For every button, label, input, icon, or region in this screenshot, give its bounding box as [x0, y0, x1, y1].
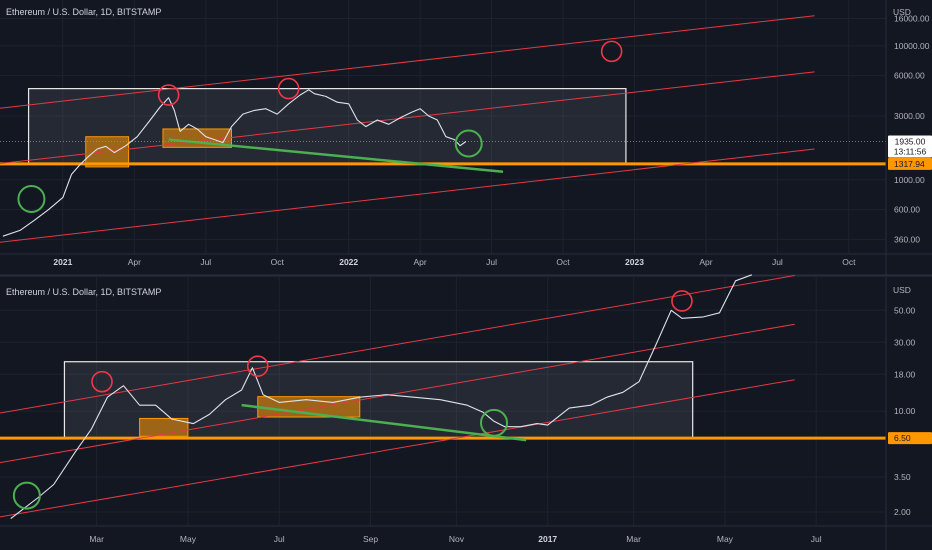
support-price-tag — [888, 432, 932, 445]
price-tick-label: 3.50 — [894, 472, 911, 482]
time-axis[interactable]: Mar May Jul Sep Nov 2017 Mar May Jul — [89, 534, 821, 544]
accumulation-box — [85, 136, 130, 168]
price-series — [10, 274, 752, 520]
price-tick-label: 30.00 — [894, 337, 916, 347]
green-circle-marker — [12, 481, 41, 510]
price-chart-panel-2016[interactable]: 50.00 30.00 18.00 10.00 3.50 2.00 Mar May Jul Se… — [0, 274, 932, 550]
price-tick-label: 10000.00 — [894, 41, 930, 51]
green-circle-marker — [17, 185, 46, 214]
price-tags: 6.50 — [888, 432, 932, 445]
time-tick-label: 2017 — [538, 534, 557, 544]
time-tick-label: Oct — [271, 257, 285, 267]
time-tick-label: 2022 — [339, 257, 358, 267]
time-tick-label: Oct — [842, 257, 856, 267]
price-tick-label: 6000.00 — [894, 71, 925, 81]
red-circle-marker — [246, 355, 269, 377]
channel-line — [0, 323, 795, 464]
time-tick-label: Jul — [772, 257, 783, 267]
price-series — [2, 89, 467, 237]
price-axis[interactable]: 16000.00 10000.00 6000.00 3000.00 1000.00 600… — [894, 14, 930, 245]
price-axis-unit: USD — [893, 285, 911, 295]
gridlines — [0, 0, 886, 254]
last-price-value: 1935.00 — [895, 136, 926, 146]
time-tick-label: Apr — [128, 257, 141, 267]
price-tick-label: 1000.00 — [894, 175, 925, 185]
support-price-value: 1317.94 — [894, 159, 925, 169]
time-tick-label: Nov — [449, 534, 465, 544]
drawing-shapes — [0, 275, 886, 518]
gridlines — [0, 277, 886, 526]
price-chart-panel-2021[interactable]: 16000.00 10000.00 6000.00 3000.00 1000.00 600… — [0, 0, 932, 275]
time-tick-label: 2023 — [625, 257, 644, 267]
time-tick-label: Mar — [626, 534, 641, 544]
support-price-tag — [888, 157, 932, 170]
time-tick-label: Jul — [200, 257, 211, 267]
time-tick-label: Oct — [556, 257, 570, 267]
time-tick-label: May — [717, 534, 734, 544]
red-circle-marker — [277, 77, 300, 100]
time-tick-label: May — [180, 534, 197, 544]
drawing-shapes — [0, 15, 886, 243]
red-circle-marker — [157, 84, 180, 106]
bar-countdown: 13:11:56 — [894, 146, 927, 156]
chart-title: Ethereum / U.S. Dollar, 1D, BITSTAMP — [6, 7, 162, 17]
price-tick-label: 50.00 — [894, 305, 916, 315]
red-circle-marker — [600, 40, 623, 63]
plot-area — [0, 277, 886, 526]
trend-line — [241, 403, 527, 442]
price-tick-label: 3000.00 — [894, 111, 925, 121]
time-tick-label: 2021 — [53, 257, 72, 267]
price-axis[interactable]: 50.00 30.00 18.00 10.00 3.50 2.00 — [894, 305, 916, 517]
green-circle-marker — [480, 408, 509, 437]
channel-line — [0, 148, 815, 243]
price-tick-label: 2.00 — [894, 507, 911, 517]
last-price-tag — [888, 135, 932, 158]
channel-line — [0, 15, 815, 109]
time-tick-label: Jul — [486, 257, 497, 267]
plot-area — [0, 0, 886, 254]
price-tick-label: 360.00 — [894, 234, 920, 244]
chart-title: Ethereum / U.S. Dollar, 1D, BITSTAMP — [6, 287, 162, 297]
time-tick-label: Apr — [414, 257, 427, 267]
channel-line — [0, 379, 795, 518]
annotation-markers — [12, 290, 693, 510]
green-circle-marker — [454, 129, 483, 158]
red-circle-marker — [671, 290, 693, 312]
annotation-markers — [17, 40, 623, 214]
channel-line — [0, 275, 795, 414]
time-tick-label: Sep — [363, 534, 378, 544]
price-tick-label: 16000.00 — [894, 14, 930, 24]
time-tick-label: Jul — [811, 534, 822, 544]
time-tick-label: Apr — [699, 257, 712, 267]
price-line — [10, 274, 752, 520]
price-line — [2, 89, 467, 237]
red-circle-marker — [91, 370, 113, 393]
price-tick-label: 600.00 — [894, 205, 920, 215]
price-axis-unit: USD — [893, 7, 911, 17]
time-axis[interactable]: Oct2021AprJulOct2022AprJulOct2023AprJulO… — [0, 257, 856, 267]
price-tick-label: 18.00 — [894, 369, 916, 379]
price-tick-label: 10.00 — [894, 406, 916, 416]
time-tick-label: Jul — [274, 534, 285, 544]
time-tick-label: Mar — [89, 534, 104, 544]
support-price-value: 6.50 — [894, 433, 911, 443]
trend-line — [168, 138, 504, 174]
